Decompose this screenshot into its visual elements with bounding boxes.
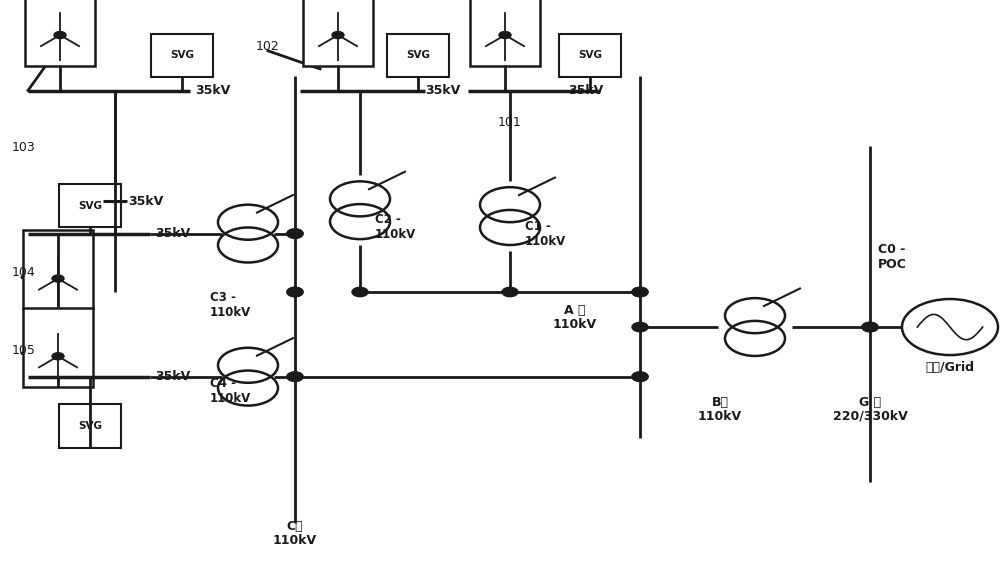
Text: C段: C段	[287, 520, 303, 533]
Text: 35kV: 35kV	[155, 370, 190, 383]
Circle shape	[287, 287, 303, 297]
Circle shape	[52, 275, 64, 282]
Circle shape	[287, 372, 303, 381]
Text: SVG: SVG	[578, 50, 602, 61]
Text: C1 -
110kV: C1 - 110kV	[525, 220, 566, 248]
Text: SVG: SVG	[170, 50, 194, 61]
Text: SVG: SVG	[78, 421, 102, 432]
Text: B段: B段	[712, 397, 728, 409]
Text: 101: 101	[498, 116, 522, 129]
Text: 35kV: 35kV	[568, 84, 603, 97]
Text: C3 -
110kV: C3 - 110kV	[210, 291, 251, 319]
Text: A 段: A 段	[564, 304, 586, 317]
FancyBboxPatch shape	[25, 0, 95, 66]
Text: C2 -
110kV: C2 - 110kV	[375, 213, 416, 241]
Circle shape	[862, 322, 878, 332]
Circle shape	[862, 322, 878, 332]
Circle shape	[287, 372, 303, 381]
Text: SVG: SVG	[406, 50, 430, 61]
Text: 102: 102	[256, 40, 280, 53]
Circle shape	[632, 287, 648, 297]
Circle shape	[287, 229, 303, 238]
Circle shape	[632, 322, 648, 332]
Circle shape	[54, 32, 66, 39]
FancyBboxPatch shape	[303, 0, 373, 66]
Text: 220/330kV: 220/330kV	[833, 410, 907, 423]
Text: 电网/Grid: 电网/Grid	[926, 361, 974, 374]
Text: 110kV: 110kV	[553, 318, 597, 331]
Circle shape	[52, 353, 64, 360]
Text: 105: 105	[12, 344, 36, 357]
Text: 103: 103	[12, 141, 36, 154]
FancyBboxPatch shape	[59, 405, 121, 449]
Circle shape	[352, 287, 368, 297]
Text: 35kV: 35kV	[425, 84, 460, 97]
FancyBboxPatch shape	[23, 308, 93, 387]
Circle shape	[499, 32, 511, 39]
FancyBboxPatch shape	[59, 183, 121, 227]
Circle shape	[632, 372, 648, 381]
Text: 104: 104	[12, 266, 36, 279]
Text: C0 -
POC: C0 - POC	[878, 243, 907, 271]
Circle shape	[287, 287, 303, 297]
Text: G 段: G 段	[859, 397, 881, 409]
FancyBboxPatch shape	[559, 34, 621, 78]
FancyBboxPatch shape	[151, 34, 213, 78]
Text: 35kV: 35kV	[195, 84, 230, 97]
Text: C4 -
110kV: C4 - 110kV	[210, 377, 251, 405]
Circle shape	[287, 229, 303, 238]
Circle shape	[632, 287, 648, 297]
Circle shape	[632, 372, 648, 381]
Circle shape	[332, 32, 344, 39]
Text: 35kV: 35kV	[155, 227, 190, 240]
FancyBboxPatch shape	[387, 34, 449, 78]
Text: 35kV: 35kV	[128, 195, 163, 208]
FancyBboxPatch shape	[23, 230, 93, 310]
Text: 110kV: 110kV	[698, 410, 742, 423]
Text: SVG: SVG	[78, 200, 102, 211]
Text: 110kV: 110kV	[273, 534, 317, 547]
FancyBboxPatch shape	[470, 0, 540, 66]
Circle shape	[502, 287, 518, 297]
